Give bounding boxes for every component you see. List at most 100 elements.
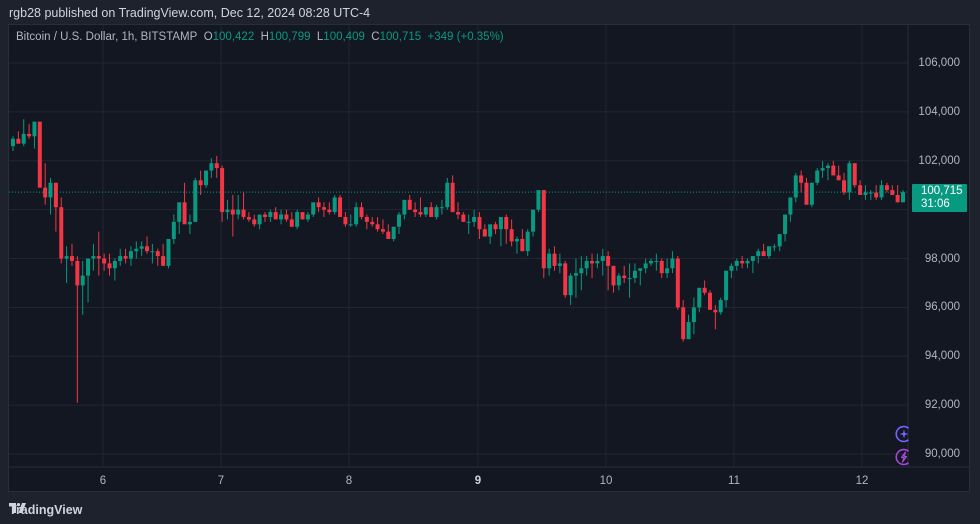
candle-body — [879, 185, 884, 198]
candle-body — [793, 175, 798, 198]
candle-body — [525, 231, 530, 252]
candle-body — [423, 207, 428, 215]
candle-body — [734, 260, 739, 266]
last-price-tag: 100,715 31:06 — [912, 184, 967, 212]
price-axis-label: 104,000 — [918, 105, 960, 118]
candle-body — [53, 182, 58, 208]
candle-body — [488, 224, 493, 237]
candle-body — [493, 224, 498, 230]
candle-body — [681, 307, 686, 340]
candle-body — [831, 165, 836, 176]
candle-body — [316, 202, 321, 208]
candle-body — [434, 207, 439, 217]
chart-legend: Bitcoin / U.S. Dollar, 1h, BITSTAMP O100… — [16, 31, 504, 43]
candle-body — [16, 138, 21, 144]
time-axis-label: 10 — [599, 475, 613, 487]
candle-body — [766, 246, 771, 257]
candle-body — [300, 212, 305, 220]
candle-body — [724, 270, 729, 301]
candle-body — [573, 273, 578, 276]
candle-body — [204, 170, 209, 186]
candle-body — [295, 212, 300, 227]
candle-body — [80, 275, 85, 286]
candle-body — [429, 207, 434, 217]
candle-body — [568, 275, 573, 296]
candle-body — [128, 251, 133, 259]
candle-body — [745, 260, 750, 264]
candle-body — [638, 268, 643, 271]
tradingview-logo[interactable]: TradingView — [9, 503, 82, 517]
candle-body — [772, 246, 777, 248]
candle-body — [139, 246, 144, 249]
candle-body — [606, 256, 611, 266]
last-price: 100,715 — [921, 185, 963, 197]
candle-body — [729, 265, 734, 271]
symbol-title[interactable]: Bitcoin / U.S. Dollar, 1h, BITSTAMP — [16, 31, 198, 43]
candle-body — [799, 175, 804, 183]
candle-body — [815, 170, 820, 183]
change-value: +349 (+0.35%) — [427, 31, 504, 43]
candle-body — [713, 309, 718, 313]
candle-body — [214, 163, 219, 169]
candle-body — [348, 224, 353, 226]
candle-body — [343, 216, 348, 225]
candle-body — [284, 214, 289, 220]
candle-body — [354, 207, 359, 225]
candle-body — [225, 209, 230, 213]
time-axis-label: 6 — [99, 475, 107, 487]
candle-body — [48, 182, 53, 198]
candle-body — [198, 180, 203, 186]
open-value: 100,422 — [212, 31, 255, 43]
candle-body — [659, 260, 664, 274]
price-axis-label: 94,000 — [924, 350, 960, 363]
candle-body — [847, 163, 852, 193]
candle-body — [391, 226, 396, 239]
candle-body — [59, 207, 64, 259]
candle-body — [402, 199, 407, 215]
price-axis-label: 102,000 — [918, 154, 960, 167]
candle-body — [439, 207, 444, 209]
candle-body — [584, 260, 589, 269]
candle-body — [236, 209, 241, 215]
candle-body — [718, 300, 723, 313]
candle-body — [193, 180, 198, 222]
close-value: 100,715 — [379, 31, 422, 43]
candle-body — [305, 214, 310, 220]
candle-body — [134, 248, 139, 252]
candle-body — [809, 182, 814, 205]
candle-body — [257, 214, 262, 225]
candle-body — [241, 209, 246, 217]
price-axis-label: 90,000 — [924, 448, 960, 461]
candle-body — [155, 251, 160, 257]
candle-body — [509, 229, 514, 242]
high-value: 100,799 — [268, 31, 311, 43]
candle-body — [874, 192, 879, 198]
candle-body — [858, 185, 863, 195]
sparkle-icon[interactable] — [895, 425, 913, 443]
candle-body — [611, 265, 616, 286]
candle-body — [895, 194, 900, 203]
candle-body — [182, 202, 187, 225]
candle-body — [675, 258, 680, 308]
candle-body — [252, 219, 257, 225]
candle-body — [616, 275, 621, 286]
candle-body — [541, 190, 546, 269]
candle-body — [536, 190, 541, 210]
candle-body — [649, 260, 654, 264]
candle-body — [665, 268, 670, 274]
candle-body — [112, 260, 117, 269]
candle-body — [884, 185, 889, 191]
candle-body — [520, 238, 525, 252]
candle-body — [64, 256, 69, 259]
candle-body — [118, 256, 123, 261]
candle-body — [230, 209, 235, 215]
lightning-icon[interactable] — [895, 448, 913, 466]
candle-body — [289, 219, 294, 227]
candle-body — [579, 268, 584, 274]
candle-body — [209, 163, 214, 171]
price-axis-label: 92,000 — [924, 399, 960, 412]
candle-body — [279, 214, 284, 220]
candle-body — [531, 209, 536, 232]
candle-body — [166, 238, 171, 266]
